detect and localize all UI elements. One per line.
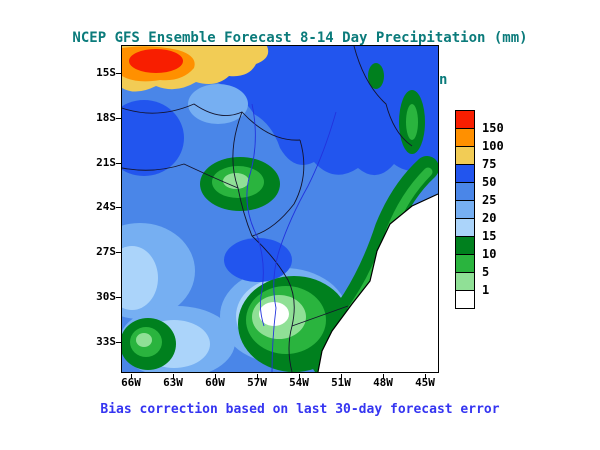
legend-value-label: 150 bbox=[482, 121, 504, 135]
legend-color-swatch bbox=[455, 110, 475, 129]
lat-tick-label: 18S bbox=[96, 111, 116, 124]
legend-value-label: 15 bbox=[482, 229, 497, 243]
lon-tick-mark bbox=[131, 374, 132, 379]
lat-tick-label: 33S bbox=[96, 335, 116, 348]
precipitation-map-graphic bbox=[122, 46, 438, 372]
lon-tick-label: 51W bbox=[331, 376, 351, 389]
precip-shading-layer bbox=[122, 46, 438, 372]
lon-tick-label: 48W bbox=[373, 376, 393, 389]
legend-value-label: 75 bbox=[482, 157, 497, 171]
color-scale-legend: 150 100 75 50 25 20 15 10 5 1 bbox=[455, 110, 565, 309]
lon-tick-label: 54W bbox=[289, 376, 309, 389]
lon-tick-label: 57W bbox=[247, 376, 267, 389]
lon-tick-label: 66W bbox=[121, 376, 141, 389]
map-plot-area bbox=[121, 45, 439, 373]
lat-tick-label: 27S bbox=[96, 245, 116, 258]
legend-color-swatch bbox=[455, 290, 475, 309]
legend-value-label: 50 bbox=[482, 175, 497, 189]
legend-value-label: 10 bbox=[482, 247, 497, 261]
lon-tick-label: 60W bbox=[205, 376, 225, 389]
legend-color-swatch bbox=[455, 254, 475, 273]
legend-color-swatch bbox=[455, 272, 475, 291]
lon-tick-mark bbox=[299, 374, 300, 379]
lat-tick-mark bbox=[116, 73, 121, 74]
legend-value-label: 20 bbox=[482, 211, 497, 225]
coastline bbox=[317, 193, 438, 372]
footer-note: Bias correction based on last 30-day for… bbox=[100, 402, 500, 417]
legend-value-label: 100 bbox=[482, 139, 504, 153]
legend-value-label: 1 bbox=[482, 283, 490, 297]
ocean-mask bbox=[318, 194, 438, 372]
lat-tick-mark bbox=[116, 118, 121, 119]
rivers-layer bbox=[246, 103, 337, 372]
lat-tick-label: 15S bbox=[96, 66, 116, 79]
legend-color-swatch bbox=[455, 218, 475, 237]
legend-color-swatch bbox=[455, 128, 475, 147]
legend-color-swatch bbox=[455, 164, 475, 183]
lon-tick-label: 63W bbox=[163, 376, 183, 389]
lon-tick-label: 45W bbox=[415, 376, 435, 389]
lat-tick-mark bbox=[116, 207, 121, 208]
lon-tick-mark bbox=[257, 374, 258, 379]
legend-color-swatch bbox=[455, 236, 475, 255]
lat-tick-mark bbox=[116, 252, 121, 253]
legend-value-label: 5 bbox=[482, 265, 490, 279]
lat-tick-label: 24S bbox=[96, 200, 116, 213]
country-borders-layer bbox=[122, 46, 413, 372]
lon-tick-mark bbox=[173, 374, 174, 379]
lat-tick-mark bbox=[116, 163, 121, 164]
lat-tick-label: 30S bbox=[96, 290, 116, 303]
lon-tick-mark bbox=[383, 374, 384, 379]
legend-value-label: 25 bbox=[482, 193, 497, 207]
lat-tick-label: 21S bbox=[96, 156, 116, 169]
lon-tick-mark bbox=[341, 374, 342, 379]
legend-color-swatch bbox=[455, 146, 475, 165]
legend-color-swatch bbox=[455, 200, 475, 219]
legend-color-swatch bbox=[455, 182, 475, 201]
lon-tick-mark bbox=[215, 374, 216, 379]
lat-tick-mark bbox=[116, 342, 121, 343]
lat-tick-mark bbox=[116, 297, 121, 298]
lon-tick-mark bbox=[425, 374, 426, 379]
chart-title-line1: NCEP GFS Ensemble Forecast 8-14 Day Prec… bbox=[72, 30, 528, 46]
